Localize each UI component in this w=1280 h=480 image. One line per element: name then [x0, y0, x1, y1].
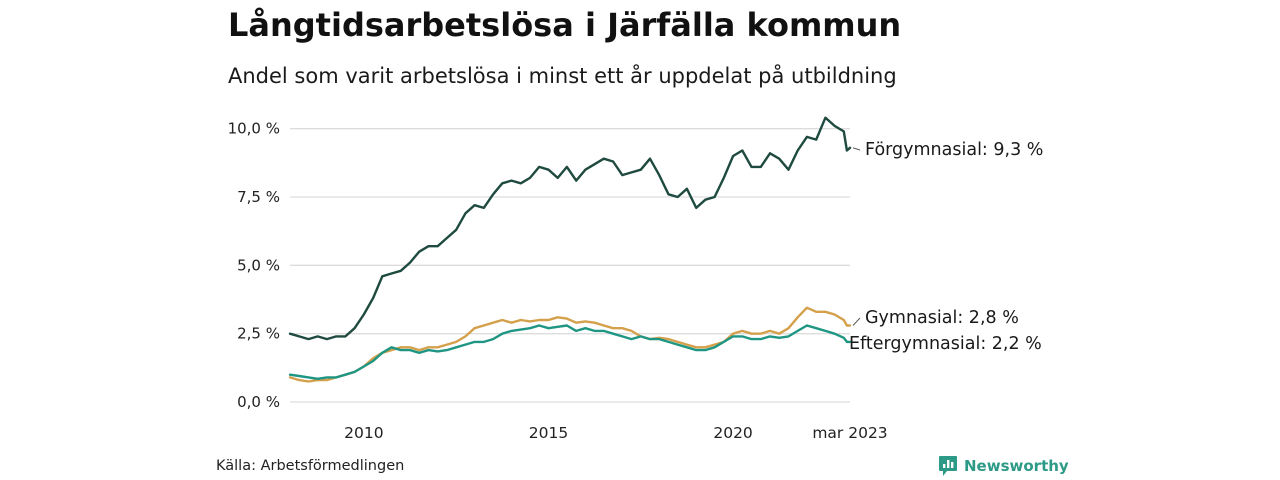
line-chart: 0,0 % 2,5 % 5,0 % 7,5 % 10,0 % 2010 2015 2020 m… [228, 116, 1043, 442]
y-tick-label: 0,0 % [237, 393, 280, 411]
bar-chart-speech-bubble-icon [939, 456, 957, 476]
x-tick-label: 2010 [344, 424, 383, 442]
series-lines [288, 116, 852, 383]
source-note: Källa: Arbetsförmedlingen [216, 458, 405, 474]
x-axis-ticks: 2010 2015 2020 mar 2023 [344, 424, 888, 442]
series-line-förgymnasial [288, 116, 852, 341]
series-end-label: Förgymnasial: 9,3 % [865, 140, 1043, 160]
y-tick-label: 7,5 % [237, 188, 280, 206]
series-end-label: Eftergymnasial: 2,2 % [849, 334, 1042, 354]
x-tick-label: mar 2023 [812, 424, 887, 442]
chart-title: Långtidsarbetslösa i Järfälla kommun [228, 6, 902, 44]
y-axis-ticks: 0,0 % 2,5 % 5,0 % 7,5 % 10,0 % [228, 120, 280, 411]
x-tick-label: 2020 [713, 424, 752, 442]
series-line-eftergymnasial [288, 324, 852, 380]
y-tick-label: 5,0 % [237, 256, 280, 274]
x-tick-label: 2015 [529, 424, 568, 442]
y-tick-label: 10,0 % [228, 120, 280, 138]
y-tick-label: 2,5 % [237, 325, 280, 343]
series-end-label: Gymnasial: 2,8 % [865, 308, 1019, 328]
series-end-labels: Förgymnasial: 9,3 % Gymnasial: 2,8 % Efter… [849, 140, 1043, 354]
label-leader-line [852, 147, 861, 151]
brand-name: Newsworthy [964, 457, 1069, 475]
newsworthy-logo: Newsworthy [938, 455, 1069, 477]
label-leader-line [852, 317, 861, 326]
chart-subtitle: Andel som varit arbetslösa i minst ett å… [228, 64, 897, 88]
series-line-gymnasial [288, 306, 852, 383]
